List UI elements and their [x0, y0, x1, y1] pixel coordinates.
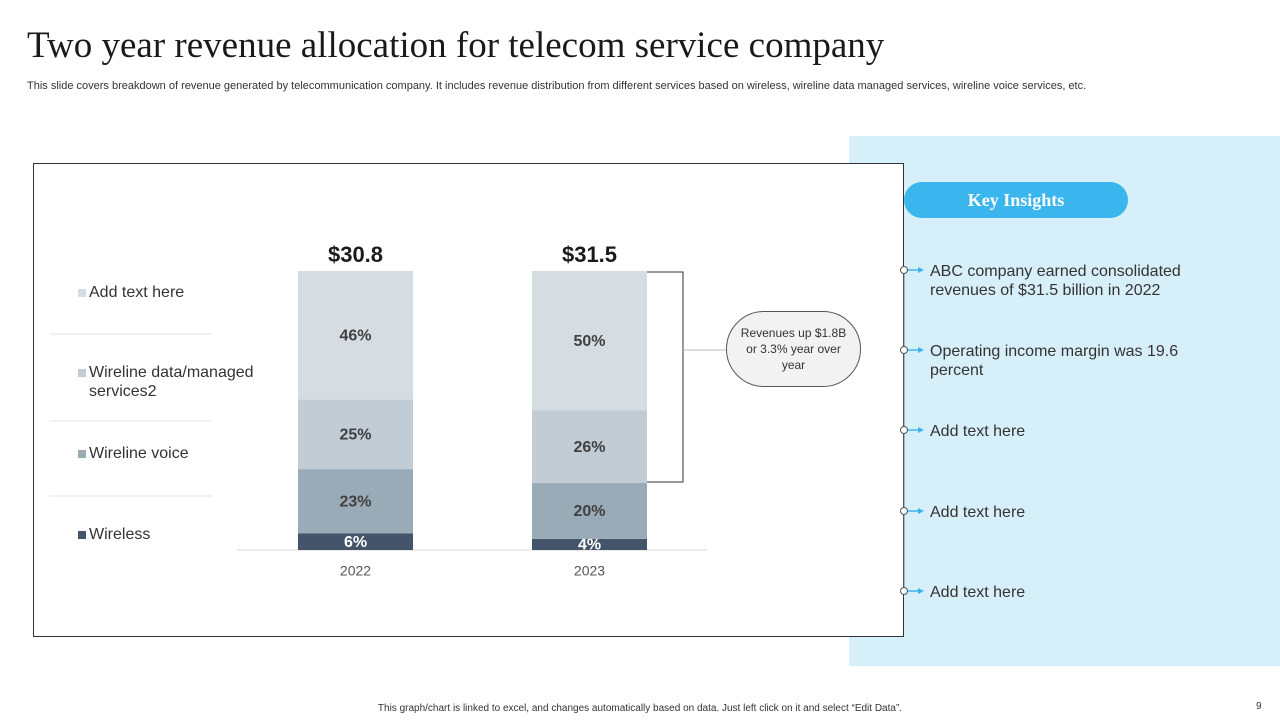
data-label: 20% [573, 503, 605, 520]
insight-arrowhead [918, 508, 924, 514]
bar-segment [532, 483, 647, 539]
insight-text: Add text here [930, 504, 1026, 521]
x-tick-label: 2022 [340, 563, 371, 579]
legend-label: Wireline voice [89, 445, 189, 462]
insight-dot [900, 346, 908, 354]
data-label: 6% [344, 534, 367, 551]
insight-text: Add text here [930, 423, 1026, 440]
slide-title: Two year revenue allocation for telecom … [27, 25, 885, 66]
data-label: 25% [339, 426, 371, 443]
insight-arrowhead [918, 427, 924, 433]
insight-text: Operating income margin was 19.6 percent [930, 343, 1179, 379]
data-label: 46% [339, 327, 371, 344]
legend-swatch [78, 369, 86, 377]
bar-segment [298, 469, 413, 534]
data-label: 26% [573, 439, 605, 456]
page-number: 9 [1256, 701, 1262, 712]
insight-text: Add text here [930, 584, 1026, 601]
bar-segment [532, 271, 647, 411]
bar-segment [298, 399, 413, 470]
legend-swatch [78, 531, 86, 539]
legend-swatch [78, 450, 86, 458]
insight-text: ABC company earned consolidated revenues… [930, 263, 1181, 299]
bar-segment [532, 538, 647, 550]
data-label: 4% [578, 537, 601, 554]
footer-note: This graph/chart is linked to excel, and… [377, 703, 903, 714]
slide-subtitle: This slide covers breakdown of revenue g… [27, 80, 1087, 92]
insight-dot [900, 266, 908, 274]
insight-dot [900, 507, 908, 515]
legend-label: Add text here [89, 284, 185, 301]
data-label: 23% [339, 493, 371, 510]
callout: Revenues up $1.8B or 3.3% year over year [726, 311, 861, 387]
insight-arrowhead [918, 267, 924, 273]
total-label: $30.8 [328, 242, 383, 267]
insights-heading: Key Insights [904, 182, 1128, 218]
total-label: $31.5 [562, 242, 617, 267]
insights-panel [849, 136, 1280, 666]
insight-arrowhead [918, 588, 924, 594]
insight-dot [900, 426, 908, 434]
bar-segment [298, 271, 413, 400]
insight-dot [900, 587, 908, 595]
bar-segment [532, 410, 647, 484]
legend-swatch [78, 289, 86, 297]
x-tick-label: 2023 [574, 563, 605, 579]
bracket [647, 271, 684, 483]
legend-label: Wireless [89, 526, 151, 543]
legend-label: Wireline data/managed services2 [89, 364, 254, 400]
data-label: 50% [573, 333, 605, 350]
insight-arrowhead [918, 347, 924, 353]
bar-segment [298, 533, 413, 550]
